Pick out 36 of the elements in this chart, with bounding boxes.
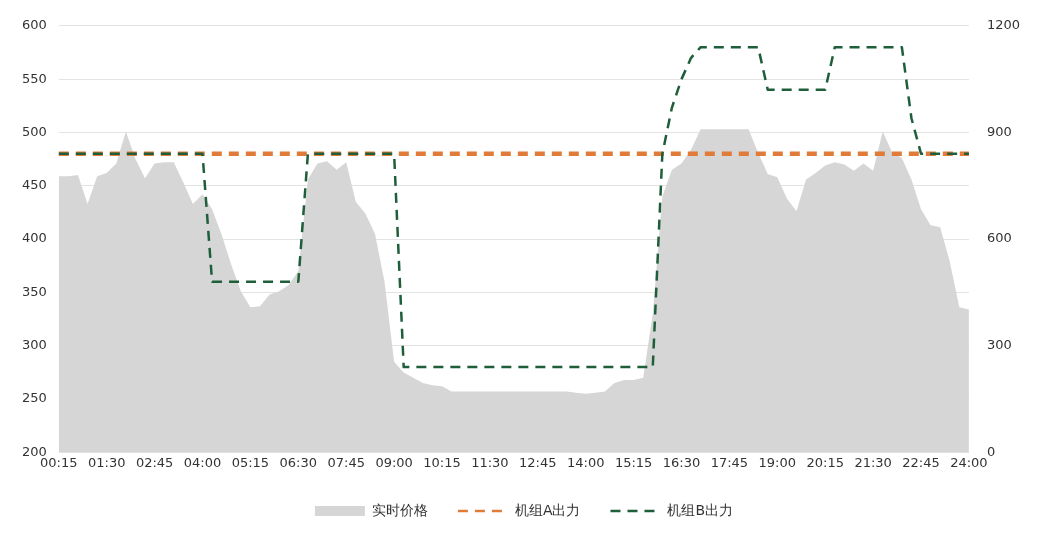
x-tick-label: 05:15 — [231, 454, 270, 470]
y-tick-label: 350 — [21, 283, 47, 299]
x-tick-label: 21:30 — [854, 454, 892, 470]
legend-label: 机组B出力 — [667, 501, 734, 518]
x-tick-label: 20:15 — [806, 454, 844, 470]
y-tick-label: 300 — [21, 337, 47, 353]
x-tick-label: 01:30 — [87, 454, 126, 470]
x-tick-label: 19:00 — [758, 454, 797, 470]
x-tick-label: 11:30 — [471, 454, 509, 470]
x-tick-label: 17:45 — [710, 454, 749, 470]
x-tick-label: 06:30 — [279, 454, 318, 470]
y-tick-label: 550 — [21, 70, 47, 86]
y-tick-label: 600 — [21, 17, 47, 33]
x-tick-label: 07:45 — [327, 454, 365, 470]
x-tick-label: 15:15 — [614, 454, 653, 470]
x-tick-label: 24:00 — [950, 454, 988, 470]
x-tick-label: 12:45 — [519, 454, 557, 470]
x-tick-label: 22:45 — [902, 454, 940, 470]
y-tick-label: 250 — [21, 390, 47, 406]
x-tick-label: 02:45 — [135, 454, 174, 470]
x-tick-label: 04:00 — [183, 454, 222, 470]
y2-tick-label: 300 — [986, 337, 1012, 353]
y2-tick-label: 900 — [986, 123, 1012, 139]
x-tick-label: 16:30 — [662, 454, 701, 470]
y2-tick-label: 0 — [986, 443, 996, 459]
y2-tick-label: 600 — [986, 230, 1012, 246]
x-tick-label: 09:00 — [375, 454, 413, 470]
legend-label: 机组A出力 — [514, 501, 581, 518]
y-tick-label: 500 — [21, 123, 47, 139]
x-tick-label: 14:00 — [566, 454, 605, 470]
line-series — [57, 45, 971, 369]
y-tick-label: 450 — [21, 177, 47, 193]
y2-tick-label: 1200 — [986, 17, 1021, 33]
legend-label: 实时价格 — [371, 501, 428, 518]
x-tick-label: 10:15 — [423, 454, 461, 470]
y-tick-label: 400 — [21, 230, 47, 246]
